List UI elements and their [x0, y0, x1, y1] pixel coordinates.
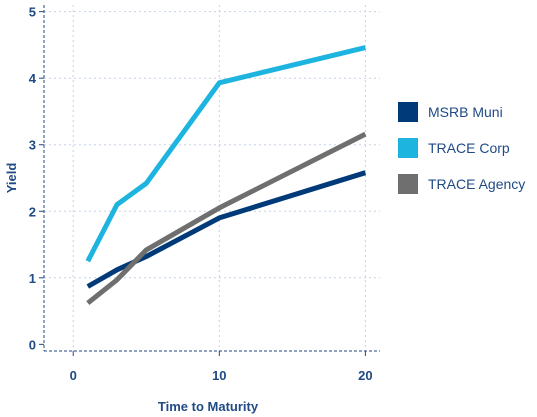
legend: MSRB Muni TRACE Corp TRACE Agency	[398, 102, 525, 194]
axes	[43, 5, 380, 352]
legend-swatch-trace-agency	[398, 174, 418, 194]
y-tick-label: 0	[29, 337, 36, 352]
y-tick-label: 3	[29, 138, 36, 153]
series-line-trace-corp	[85, 45, 366, 263]
x-axis-title: Time to Maturity	[158, 399, 259, 414]
y-tick-label: 5	[29, 5, 36, 20]
legend-label-trace-agency: TRACE Agency	[428, 176, 525, 192]
y-tick-label: 4	[29, 71, 37, 86]
series-lines	[85, 45, 367, 306]
x-tick-label: 20	[358, 368, 372, 383]
series-line-msrb-muni	[86, 170, 367, 289]
y-axis-title: Yield	[4, 163, 19, 194]
y-tick-label: 2	[29, 204, 36, 219]
legend-label-msrb-muni: MSRB Muni	[428, 104, 503, 120]
series-line-trace-agency	[86, 131, 367, 306]
x-tick-label: 0	[70, 368, 77, 383]
tick-labels: 0 1 2 3 4 5 0 10 20	[29, 5, 373, 383]
legend-swatch-msrb-muni	[398, 102, 418, 122]
legend-swatch-trace-corp	[398, 138, 418, 158]
x-tick-label: 10	[212, 368, 226, 383]
legend-label-trace-corp: TRACE Corp	[428, 140, 510, 156]
y-tick-label: 1	[29, 271, 36, 286]
